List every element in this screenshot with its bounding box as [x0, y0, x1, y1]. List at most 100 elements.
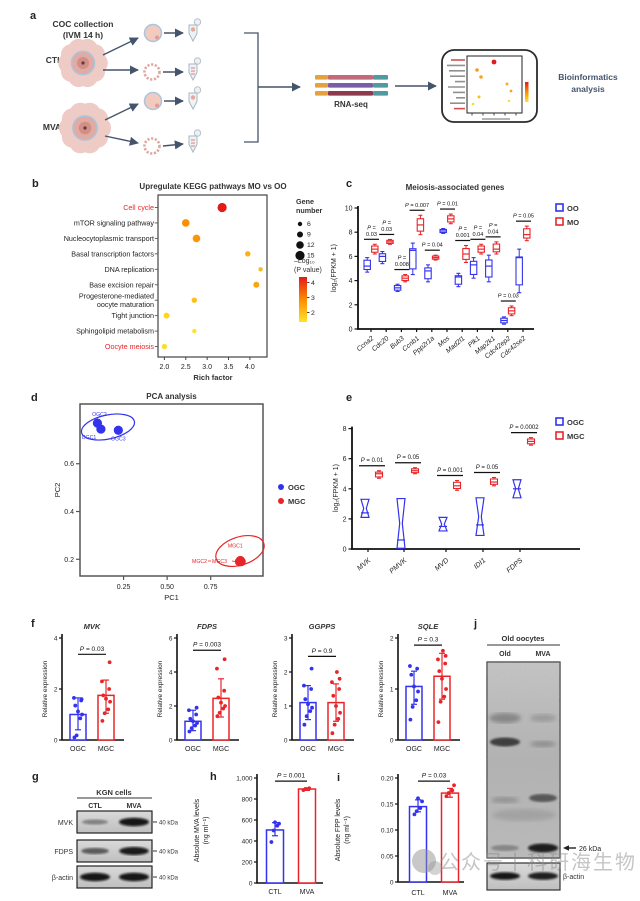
panel-i: 0 0.05 0.10 0.15 0.20 Absolute FPP levels (ng …	[335, 773, 464, 897]
svg-text:0.20: 0.20	[381, 775, 394, 782]
data-dot	[309, 687, 314, 691]
pathway-label: Oocyte meiosis	[105, 342, 155, 351]
data-dot	[302, 683, 306, 688]
p-value: P = 0.04	[422, 243, 443, 249]
kda-label: 40 kDa	[159, 876, 179, 882]
blot-band	[119, 846, 149, 856]
svg-text:0.2: 0.2	[64, 557, 74, 564]
pca-frame	[79, 403, 264, 577]
sample-label: OGC3	[111, 436, 126, 442]
gene-label: IDI1	[473, 557, 487, 571]
c-ylabel: log₂(FPKM + 1)	[331, 244, 338, 292]
category-label: OGC	[70, 746, 86, 753]
data-dot	[414, 809, 419, 814]
p-value: P = 0.007	[405, 203, 429, 209]
blot-band	[528, 843, 558, 853]
svg-text:0: 0	[343, 547, 347, 554]
data-dot	[442, 694, 447, 699]
bar	[440, 792, 460, 883]
data-dot	[443, 653, 448, 658]
svg-text:4: 4	[54, 635, 58, 642]
bar	[265, 829, 285, 884]
data-dot	[338, 710, 342, 715]
data-dot	[450, 788, 455, 793]
p-value: P = 0.01	[361, 458, 384, 464]
legend-label: MGC	[288, 497, 306, 506]
category-label: MVA	[443, 890, 458, 897]
svg-text:2: 2	[169, 703, 173, 710]
svg-text:2: 2	[343, 516, 347, 523]
svg-text:4: 4	[169, 669, 173, 676]
meiosis-title: Meiosis-associated genes	[406, 183, 505, 192]
data-dot	[107, 687, 112, 691]
pca-point	[113, 425, 123, 435]
mva-label: MVA	[43, 122, 61, 132]
y-axis-label: Relative expression	[272, 660, 279, 717]
box	[424, 267, 432, 280]
pathway-dot	[191, 297, 198, 303]
e-ylabel: log₂(FPKM + 1)	[333, 464, 340, 512]
rnaseq-reads-icon	[315, 91, 328, 96]
blot-band	[492, 809, 556, 821]
cluster-ellipse	[80, 413, 136, 441]
p-value: 0.001	[456, 233, 470, 239]
svg-text:0.25: 0.25	[117, 584, 131, 591]
kda-label: 40 kDa	[159, 850, 179, 856]
legend-swatch	[555, 431, 564, 440]
tube-icon	[188, 86, 202, 111]
p-value: 0.04	[488, 229, 499, 235]
box	[374, 471, 384, 478]
violin	[396, 497, 406, 549]
y-axis-label: Relative expression	[157, 660, 164, 717]
kda-label: 26 kDa	[579, 846, 601, 853]
violin	[438, 516, 448, 532]
panel-letters: a b c d e f g h i j	[30, 10, 477, 784]
category-label: OGC	[406, 746, 422, 753]
data-dot	[414, 698, 419, 703]
p-value: P =	[367, 225, 376, 231]
coc-collection-label: COC collection	[53, 19, 114, 29]
data-dot	[188, 716, 193, 721]
panel-c: Meiosis-associated genes 0 2 4 6 8 10 log₂(FPKM…	[331, 183, 579, 360]
svg-text:15: 15	[307, 253, 315, 260]
pc1-label: PC1	[164, 593, 179, 602]
data-dot	[409, 672, 414, 677]
data-dot	[78, 716, 83, 721]
category-label: CTL	[268, 889, 281, 896]
svg-text:(IVM 14 h): (IVM 14 h)	[63, 30, 103, 40]
box	[469, 260, 478, 276]
svg-text:6: 6	[307, 221, 311, 228]
p-value: P = 0.01	[437, 202, 458, 208]
tube-icon	[188, 57, 202, 82]
data-dot	[74, 733, 79, 738]
svg-text:–Log₁₀: –Log₁₀	[294, 258, 315, 265]
data-dot	[222, 657, 227, 662]
pathway-label: Sphingolipid metabolism	[76, 327, 154, 336]
svg-text:3: 3	[284, 635, 288, 642]
data-dot	[331, 693, 336, 698]
rnaseq-reads-icon	[315, 75, 328, 80]
pathway-dot	[161, 343, 168, 350]
bioinformatics-label: Bioinformatics	[558, 72, 618, 82]
data-dot	[106, 707, 111, 712]
blot-box	[76, 810, 153, 834]
p-value: P = 0.001	[277, 773, 305, 780]
data-dot	[408, 717, 413, 722]
data-dot	[336, 717, 341, 721]
blot-band	[490, 872, 520, 880]
ctl-label: CTL	[46, 55, 63, 65]
tube-icon	[188, 18, 202, 43]
tube-icon	[188, 129, 202, 154]
data-dot	[107, 660, 112, 665]
svg-text:0.75: 0.75	[204, 584, 218, 591]
sample-label: MGC2	[192, 559, 207, 565]
y-axis-label: Relative expression	[42, 660, 49, 717]
panel-letter-a: a	[30, 10, 37, 22]
p-value: P =	[458, 227, 467, 233]
svg-text:2: 2	[54, 686, 58, 693]
pathway-label: Nucleocytoplasmic transport	[64, 234, 154, 243]
svg-text:1,000: 1,000	[236, 775, 253, 782]
pathway-dot	[163, 312, 170, 319]
panel-f3: 0 1 2 3 GGPPS Relative expression OGC MGC P = 0.…	[272, 622, 354, 753]
